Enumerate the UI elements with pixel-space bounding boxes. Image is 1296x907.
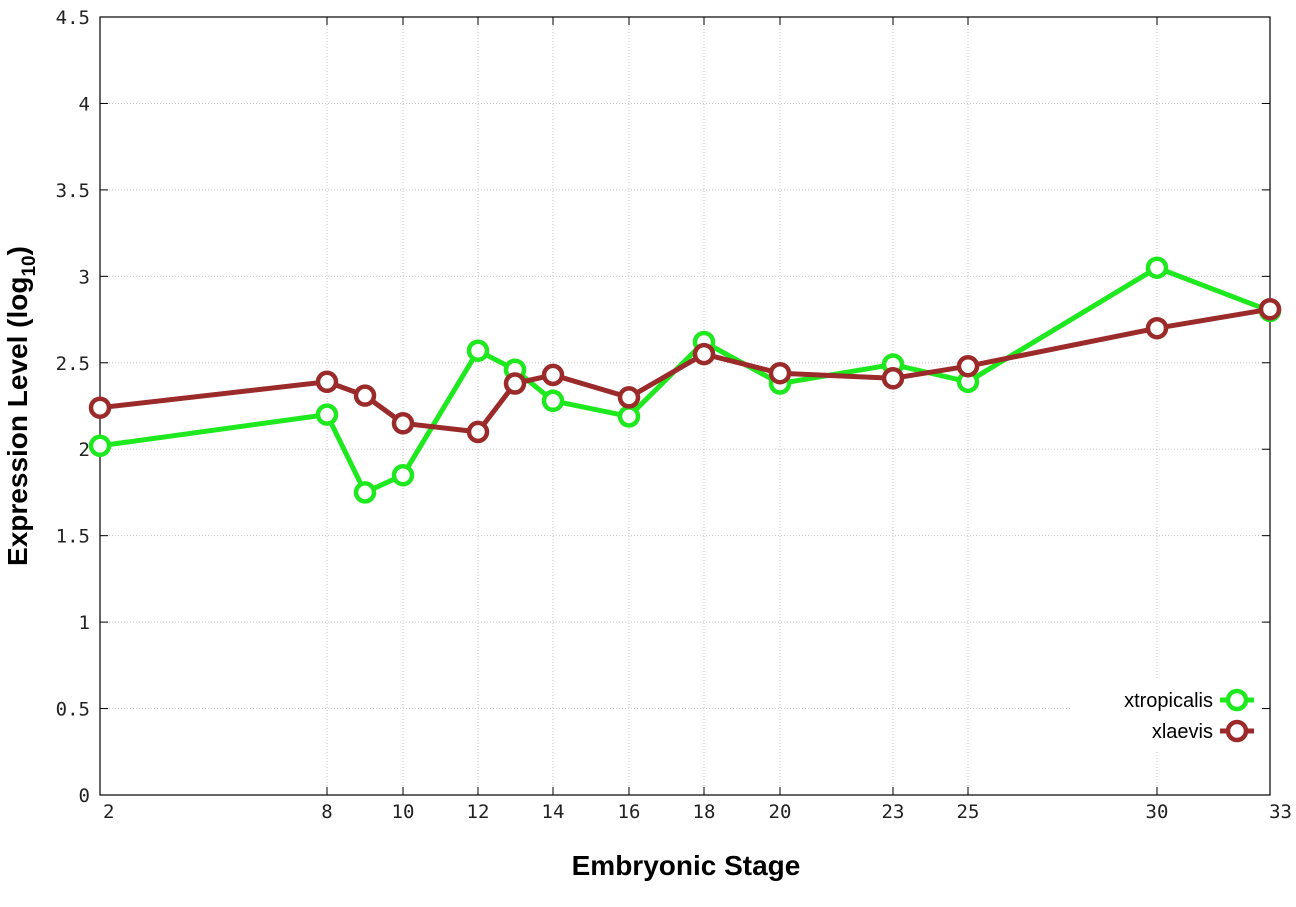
x-tick-label: 20 (769, 801, 792, 823)
x-tick-label: 33 (1269, 801, 1292, 823)
y-axis-title-subscript: 10 (19, 255, 40, 276)
axis-ticks: 0 0.5 1 1.5 2 2.5 3 3.5 4 4.5 2 8 10 12 14 16 18 20 23 25 30… (56, 7, 1292, 823)
series-line-xlaevis (99, 306, 1271, 435)
x-tick-label: 25 (957, 801, 980, 823)
data-point-xlaevis (1145, 316, 1169, 340)
x-tick-label: 8 (321, 801, 332, 823)
y-tick-label: 4 (79, 93, 90, 115)
x-tick-label: 16 (618, 801, 641, 823)
x-axis-title: Embryonic Stage (572, 850, 801, 881)
legend-marker-xtropicalis (1225, 688, 1249, 712)
data-point-xlaevis (88, 396, 112, 419)
series-line-xtropicalis (99, 265, 1271, 495)
y-tick-label: 4.5 (56, 7, 90, 29)
data-point-xlaevis (1258, 297, 1282, 321)
data-point-xlaevis (692, 342, 716, 366)
legend-item-xlaevis: xlaevis (1152, 719, 1254, 743)
y-tick-label: 0 (79, 785, 90, 807)
data-point-xlaevis (503, 372, 527, 395)
legend-label-xlaevis: xlaevis (1152, 721, 1213, 743)
x-tick-label: 14 (542, 801, 565, 823)
y-tick-label: 1.5 (56, 526, 90, 548)
data-point-xlaevis (541, 363, 565, 387)
data-point-xtropicalis (617, 405, 641, 428)
series-layer (88, 256, 1282, 504)
y-tick-label: 0.5 (56, 699, 90, 721)
y-tick-label: 2.5 (56, 353, 90, 375)
data-point-xtropicalis (466, 339, 490, 362)
data-point-xtropicalis (353, 481, 377, 504)
x-tick-label: 12 (467, 801, 490, 823)
data-point-xlaevis (391, 412, 415, 435)
data-point-xlaevis (768, 361, 792, 385)
series-xtropicalis (88, 256, 1282, 504)
data-point-xtropicalis (88, 434, 112, 458)
data-point-xlaevis (315, 370, 339, 394)
data-point-xlaevis (617, 386, 641, 409)
y-tick-label: 3 (79, 266, 90, 288)
x-tick-label: 30 (1146, 801, 1169, 823)
series-xlaevis (88, 297, 1282, 444)
y-tick-label: 3.5 (56, 180, 90, 202)
legend: xtropicalis xlaevis (1072, 678, 1262, 750)
y-tick-label: 2 (79, 439, 90, 461)
data-point-xlaevis (956, 354, 980, 378)
legend-item-xtropicalis: xtropicalis (1124, 688, 1254, 712)
y-tick-label: 1 (79, 612, 90, 634)
data-point-xtropicalis (1145, 256, 1169, 279)
data-point-xlaevis (881, 367, 905, 390)
data-point-xlaevis (353, 384, 377, 407)
x-tick-label: 23 (882, 801, 905, 823)
legend-label-xtropicalis: xtropicalis (1124, 690, 1213, 712)
x-tick-label: 2 (103, 801, 114, 823)
data-point-xtropicalis (391, 463, 415, 487)
data-point-xlaevis (466, 420, 490, 444)
data-point-xtropicalis (541, 389, 565, 413)
x-tick-label: 18 (693, 801, 716, 823)
legend-marker-xlaevis (1225, 719, 1249, 743)
data-point-xtropicalis (315, 403, 339, 426)
y-axis-title: Expression Level (log10) (2, 246, 40, 566)
x-tick-label: 10 (392, 801, 415, 823)
